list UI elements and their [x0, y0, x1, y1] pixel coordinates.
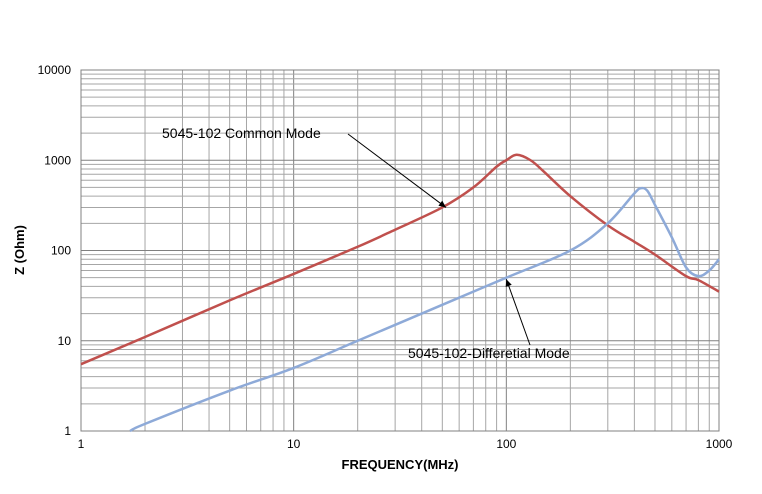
x-tick-label: 1000 [706, 437, 733, 451]
y-tick-label: 10000 [38, 63, 72, 77]
y-tick-label: 1 [64, 424, 71, 438]
differential-mode-series-line [129, 186, 720, 433]
x-tick-label: 1 [78, 437, 85, 451]
y-tick-label: 100 [51, 244, 71, 258]
tick-labels: 1 10 100 1000 1 10 100 1000 10000 [38, 63, 733, 451]
plot-frame [80, 69, 720, 432]
y-tick-label: 1000 [44, 153, 71, 167]
annotation-arrowhead [438, 200, 446, 208]
common-mode-annotation: 5045-102 Common Mode [162, 125, 321, 141]
common-mode-series-line [80, 153, 720, 366]
x-tick-label: 100 [496, 437, 516, 451]
annotation-arrow-line [347, 133, 447, 208]
differential-mode-annotation: 5045-102-Differetial Mode [408, 345, 570, 361]
series-layer [80, 153, 720, 433]
y-axis-title: Z (Ohm) [12, 225, 27, 275]
annotation-arrow-line [505, 279, 531, 346]
x-axis-title: FREQUENCY(MHz) [342, 457, 459, 472]
y-tick-label: 10 [58, 334, 72, 348]
x-tick-label: 10 [287, 437, 301, 451]
annotation-arrowhead [505, 279, 512, 287]
annotations: 5045-102 Common Mode 5045-102-Differetial… [162, 125, 570, 361]
grid [81, 70, 719, 431]
